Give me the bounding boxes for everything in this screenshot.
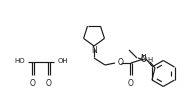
Text: O: O	[118, 58, 124, 67]
Text: OH: OH	[58, 58, 69, 64]
Text: N: N	[91, 46, 97, 55]
Text: H: H	[147, 56, 153, 62]
Text: O: O	[128, 79, 134, 88]
Text: O: O	[141, 55, 146, 64]
Text: O: O	[30, 79, 36, 88]
Text: HO: HO	[14, 58, 25, 64]
Text: O: O	[46, 79, 52, 88]
Text: N: N	[141, 54, 146, 62]
